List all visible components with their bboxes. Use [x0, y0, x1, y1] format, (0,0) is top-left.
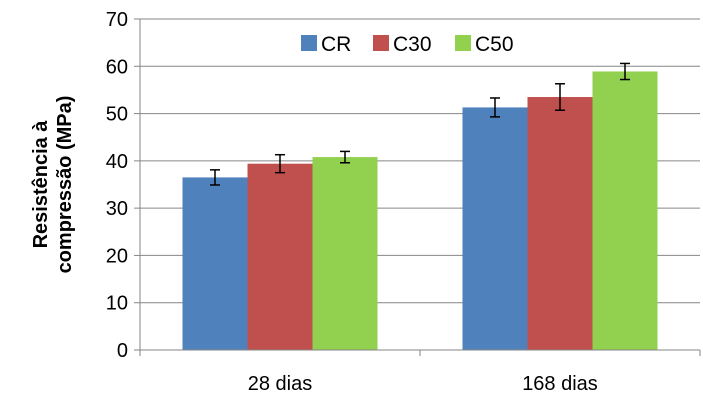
- y-axis-label-line-2: compressão (MPa): [54, 96, 76, 274]
- bar-CR-0: [182, 177, 248, 350]
- y-tick-labels: 0 10 20 30 40 50 60 70: [106, 9, 128, 362]
- legend-swatch-C30: [373, 35, 389, 51]
- bar-CR-1: [462, 107, 528, 350]
- x-category-label: 168 dias: [522, 373, 598, 395]
- y-tick-label: 30: [106, 198, 128, 220]
- bar-C30-1: [527, 97, 593, 351]
- bar-C50-0: [312, 157, 378, 350]
- legend-label-C50: C50: [475, 33, 514, 56]
- y-tick-label: 10: [106, 293, 128, 315]
- y-axis-label-line-1: Resistência à: [30, 120, 52, 249]
- legend-label-C30: C30: [393, 33, 432, 56]
- x-category-labels: 28 dias 168 dias: [248, 373, 598, 395]
- error-bars: [210, 62, 630, 186]
- y-axis-label: Resistência à compressão (MPa): [30, 96, 76, 274]
- bar-C50-1: [592, 71, 658, 350]
- legend-swatch-CR: [301, 35, 317, 51]
- y-tick-label: 40: [106, 151, 128, 173]
- legend: CR C30 C50: [301, 33, 514, 56]
- x-category-label: 28 dias: [248, 373, 313, 395]
- axes: [134, 18, 701, 356]
- bar-C30-0: [247, 163, 313, 350]
- y-tick-label: 70: [106, 9, 128, 31]
- y-tick-label: 20: [106, 245, 128, 267]
- legend-label-CR: CR: [321, 33, 351, 56]
- legend-swatch-C50: [455, 35, 471, 51]
- y-tick-label: 50: [106, 104, 128, 126]
- bars: [182, 71, 658, 351]
- y-tick-label: 60: [106, 56, 128, 78]
- y-tick-label: 0: [117, 340, 128, 362]
